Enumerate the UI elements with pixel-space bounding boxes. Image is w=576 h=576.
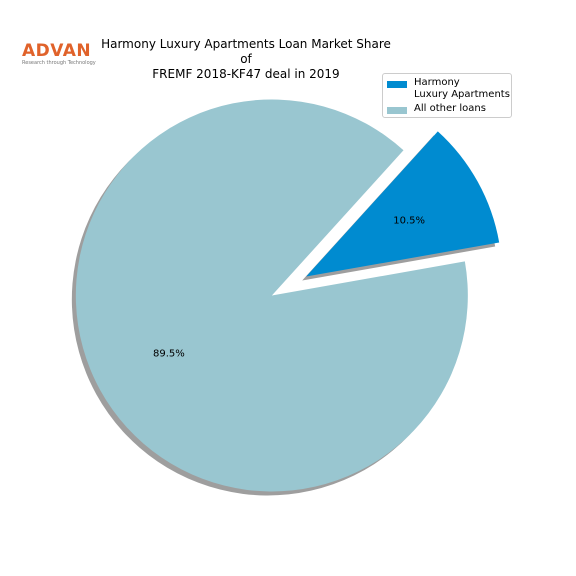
legend: Harmony Luxury Apartments All other loan…	[382, 73, 512, 118]
legend-label-other: All other loans	[414, 103, 486, 114]
logo-wordmark: ADVAN	[22, 41, 92, 61]
logo-tagline: Research through Technology	[22, 60, 96, 66]
chart-title: Harmony Luxury Apartments Loan Market Sh…	[101, 37, 391, 81]
legend-swatch-other	[387, 107, 407, 114]
legend-item-harmony: Harmony Luxury Apartments	[387, 77, 510, 101]
advan-logo: ADVAN Research through Technology	[22, 42, 96, 66]
pie-slice-other	[75, 99, 468, 492]
legend-swatch-harmony	[387, 81, 407, 88]
legend-label-harmony: Harmony Luxury Apartments	[414, 77, 510, 100]
pct-label-harmony: 10.5%	[393, 216, 425, 227]
pie-slice-harmony	[306, 131, 500, 277]
pct-label-other: 89.5%	[153, 348, 185, 359]
legend-item-other: All other loans	[387, 103, 486, 115]
